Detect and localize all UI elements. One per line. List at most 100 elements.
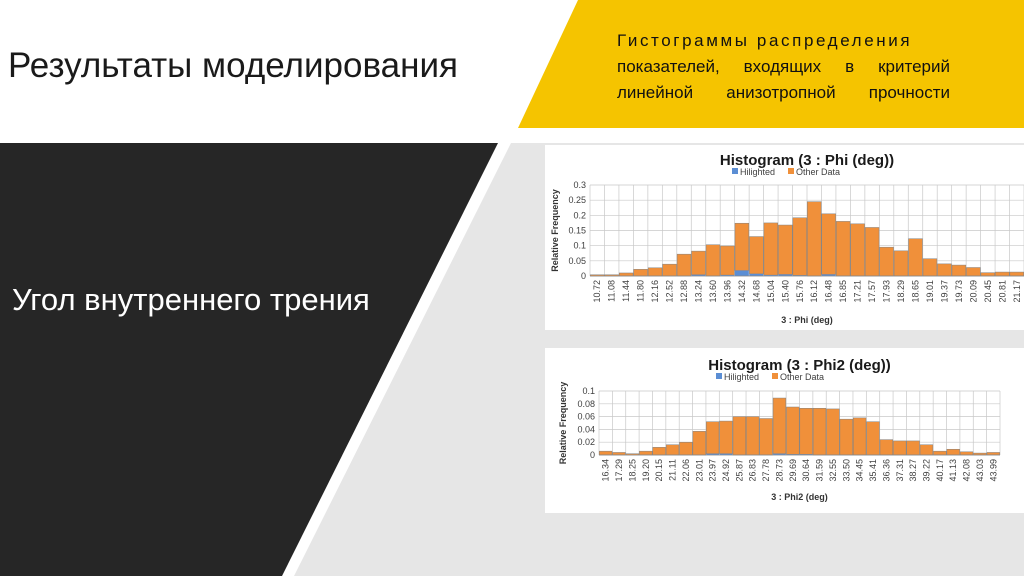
x-tick-label: 12.88 [679, 280, 689, 303]
x-tick-label: 10.72 [592, 280, 602, 303]
chart-legend: Hilighted Other Data [732, 167, 840, 177]
chart-title: Histogram (3 : Phi (deg)) [720, 152, 894, 169]
x-tick-label: 16.85 [838, 280, 848, 303]
bar-hilighted [720, 275, 735, 276]
dark-panel [0, 143, 498, 576]
legend-entry: Other Data [796, 167, 840, 177]
legend-entry: Other Data [780, 372, 824, 382]
x-tick-label: 13.24 [694, 280, 704, 303]
bar-other-data [705, 421, 720, 454]
x-tick-label: 16.34 [601, 459, 611, 482]
x-tick-label: 21.11 [668, 459, 678, 481]
y-axis-label: Relative Frequency [550, 189, 560, 272]
y-tick-label: 0.02 [577, 437, 595, 447]
x-tick-label: 38.27 [908, 459, 918, 482]
x-tick-label: 22.06 [681, 459, 691, 482]
bar-other-data [839, 418, 853, 456]
x-axis-label: 3 : Phi (deg) [781, 315, 833, 325]
x-tick-label: 18.29 [896, 280, 906, 303]
x-tick-label: 36.36 [881, 459, 891, 482]
bar-other-data [732, 416, 746, 456]
bar-other-data [879, 439, 894, 456]
x-tick-label: 13.96 [722, 280, 732, 303]
legend-swatch [772, 373, 778, 379]
bar-other-data [759, 418, 773, 456]
y-tick-label: 0 [581, 271, 586, 281]
legend-entry: Hilighted [724, 372, 759, 382]
bar-other-data [746, 416, 760, 456]
x-tick-label: 40.17 [935, 459, 945, 482]
x-tick-label: 15.04 [766, 280, 776, 303]
x-axis-label: 3 : Phi2 (deg) [771, 492, 828, 502]
bar-other-data [866, 421, 880, 456]
chart-legend: Hilighted Other Data [716, 372, 824, 382]
note-line: Гистограммы распределения [617, 31, 913, 50]
y-tick-label: 0.08 [577, 399, 595, 409]
bar-other-data [652, 447, 666, 456]
bar-hilighted [719, 453, 733, 455]
x-tick-label: 11.44 [621, 280, 631, 302]
x-tick-label: 28.73 [774, 459, 784, 482]
x-tick-label: 41.13 [948, 459, 958, 482]
x-tick-label: 19.37 [939, 280, 949, 303]
bar-hilighted [691, 274, 706, 276]
y-tick-label: 0 [590, 450, 595, 460]
x-tick-label: 17.21 [853, 280, 863, 303]
x-tick-label: 18.25 [627, 459, 637, 482]
slide-note: Гистограммы распределения показателей, в… [617, 28, 950, 106]
bar-hilighted [706, 453, 719, 455]
legend-swatch [716, 373, 722, 379]
bar-other-data [639, 450, 653, 456]
bar-other-data [692, 431, 706, 456]
x-tick-label: 17.57 [867, 280, 877, 303]
x-tick-label: 14.68 [751, 280, 761, 303]
x-tick-label: 18.65 [911, 280, 921, 303]
bar-hilighted [749, 273, 764, 276]
bar-other-data [812, 408, 827, 456]
bar-other-data [853, 417, 867, 456]
x-tick-label: 11.80 [636, 280, 646, 302]
bar-other-data [959, 451, 974, 456]
x-tick-label: 13.60 [708, 280, 718, 303]
bar-other-data [786, 406, 800, 455]
x-tick-label: 29.69 [788, 459, 798, 482]
x-tick-label: 14.32 [737, 280, 747, 303]
x-tick-label: 33.50 [841, 459, 851, 482]
x-tick-label: 23.97 [708, 459, 718, 482]
legend-entry: Hilighted [740, 167, 775, 177]
y-tick-label: 0.1 [573, 241, 586, 251]
bar-hilighted [821, 274, 836, 276]
bar-other-data [772, 397, 787, 454]
legend-swatch [788, 168, 794, 174]
bar-hilighted [773, 453, 786, 455]
x-tick-label: 19.73 [954, 280, 964, 303]
x-tick-label: 34.45 [855, 459, 865, 482]
y-axis-label: Relative Frequency [558, 382, 568, 465]
yellow-accent-band [518, 0, 1024, 128]
bar-hilighted [778, 274, 793, 276]
slide-title: Результаты моделирования [8, 46, 458, 85]
x-tick-label: 20.09 [968, 280, 978, 303]
bar-hilighted [763, 275, 778, 276]
x-tick-label: 20.45 [983, 280, 993, 303]
x-tick-label: 43.03 [975, 459, 985, 482]
bar-other-data [665, 444, 680, 456]
y-tick-label: 0.04 [577, 424, 595, 434]
x-tick-label: 15.40 [780, 280, 790, 303]
x-tick-label: 17.93 [882, 280, 892, 303]
y-tick-label: 0.1 [582, 386, 595, 396]
note-line: показателей, входящих в критерий [617, 57, 950, 76]
x-tick-label: 12.16 [650, 280, 660, 303]
legend-swatch [732, 168, 738, 174]
bar-other-data [919, 444, 934, 456]
bar-other-data [679, 441, 693, 456]
x-tick-label: 30.64 [801, 459, 811, 482]
y-tick-label: 0.2 [573, 210, 586, 220]
x-tick-label: 42.08 [962, 459, 972, 482]
x-tick-label: 16.12 [809, 280, 819, 303]
x-tick-label: 21.17 [1012, 280, 1022, 303]
bar-other-data [946, 448, 960, 456]
x-tick-label: 16.48 [824, 280, 834, 303]
